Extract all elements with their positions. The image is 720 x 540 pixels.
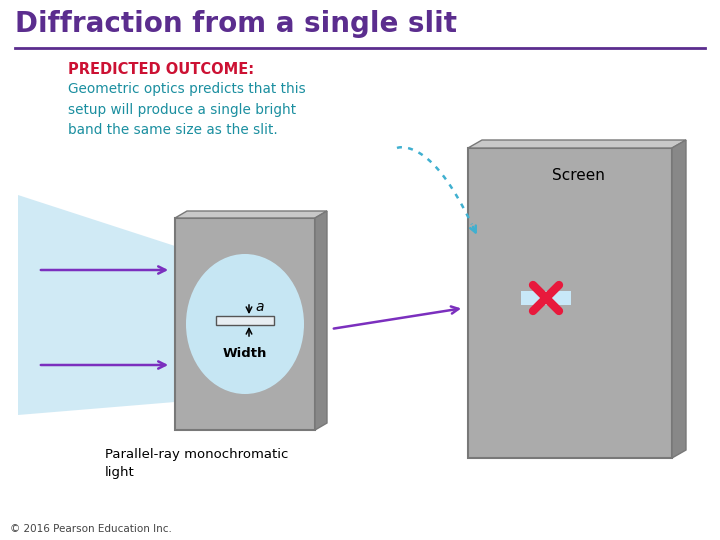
Text: Screen: Screen — [552, 168, 604, 183]
Bar — [521, 291, 571, 305]
Polygon shape — [672, 140, 686, 458]
Polygon shape — [18, 195, 175, 415]
Text: Diffraction from a single slit: Diffraction from a single slit — [15, 10, 457, 38]
Text: © 2016 Pearson Education Inc.: © 2016 Pearson Education Inc. — [10, 524, 172, 534]
Polygon shape — [468, 148, 672, 458]
Text: Parallel-ray monochromatic
light: Parallel-ray monochromatic light — [105, 448, 289, 479]
Text: a: a — [255, 300, 264, 314]
Polygon shape — [315, 211, 327, 430]
Bar — [216, 316, 274, 325]
Text: PREDICTED OUTCOME:: PREDICTED OUTCOME: — [68, 62, 254, 77]
Polygon shape — [175, 211, 327, 218]
Text: Width: Width — [222, 347, 267, 360]
Text: Geometric optics predicts that this
setup will produce a single bright
band the : Geometric optics predicts that this setu… — [68, 82, 306, 137]
Ellipse shape — [186, 254, 304, 394]
Polygon shape — [468, 140, 686, 148]
Polygon shape — [175, 218, 315, 430]
